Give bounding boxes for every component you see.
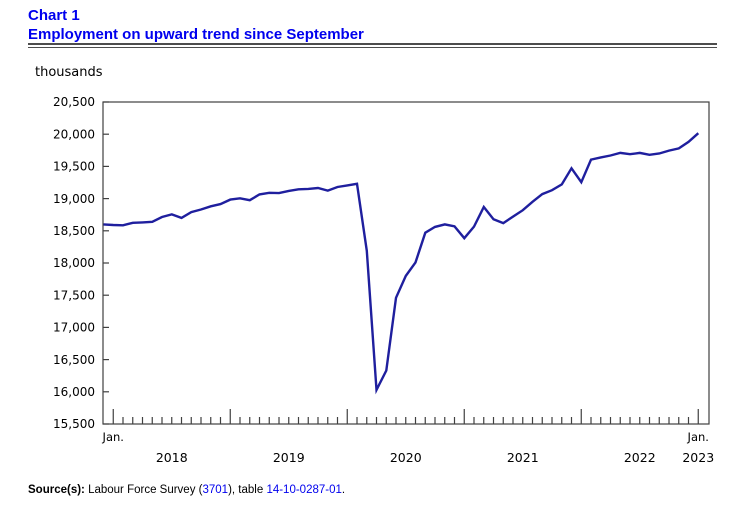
x-axis-first-month-label: Jan.	[102, 430, 124, 444]
source-text-table: ), table	[228, 484, 267, 496]
x-year-label: 2020	[390, 450, 422, 465]
survey-number-link[interactable]: 3701	[202, 484, 229, 496]
y-tick-label: 17,000	[53, 321, 95, 335]
y-tick-label: 18,500	[53, 224, 95, 238]
y-tick-label: 16,500	[53, 353, 95, 367]
chart-header: Chart 1 Employment on upward trend since…	[28, 6, 717, 44]
x-axis-last-month-label: Jan.	[687, 430, 709, 444]
table-number-link[interactable]: 14-10-0287-01	[266, 484, 342, 496]
y-axis-unit-label: thousands	[35, 65, 103, 80]
y-tick-label: 20,000	[53, 127, 95, 141]
source-label: Source(s):	[28, 484, 85, 496]
title-divider	[28, 43, 717, 48]
y-tick-label: 16,000	[53, 385, 95, 399]
x-year-label: 2022	[624, 450, 656, 465]
x-year-label: 2019	[273, 450, 305, 465]
chart-number: Chart 1	[28, 7, 80, 24]
y-tick-label: 18,000	[53, 256, 95, 270]
y-tick-label: 17,500	[53, 288, 95, 302]
x-year-label: 2023	[682, 450, 714, 465]
source-text-period: .	[341, 484, 346, 496]
x-year-label: 2021	[507, 450, 539, 465]
source-note: Source(s): Labour Force Survey (3701), t…	[28, 484, 345, 496]
y-tick-label: 19,500	[53, 160, 95, 174]
plot-border	[102, 101, 710, 425]
source-text-survey: Labour Force Survey (	[84, 484, 203, 496]
y-tick-label: 19,000	[53, 192, 95, 206]
employment-series-line	[103, 132, 700, 395]
y-tick-label: 15,500	[53, 417, 95, 431]
x-year-label: 2018	[156, 450, 188, 465]
y-tick-label: 20,500	[53, 95, 95, 109]
chart-title: Employment on upward trend since Septemb…	[28, 26, 364, 43]
